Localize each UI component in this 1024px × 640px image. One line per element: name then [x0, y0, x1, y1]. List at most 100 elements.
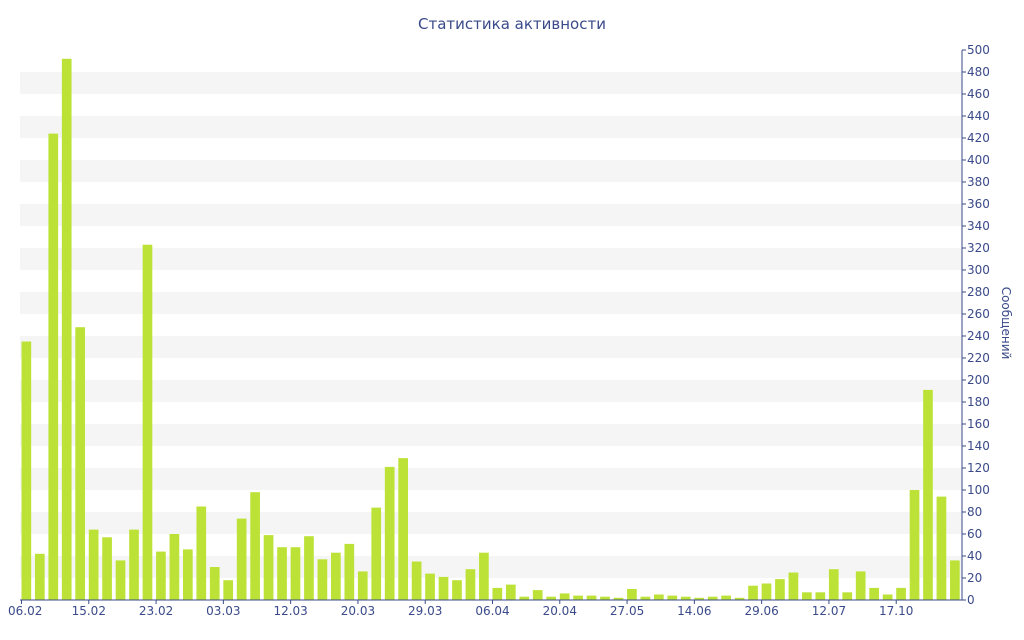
chart-title: Статистика активности [418, 15, 606, 33]
y-tick-label: 160 [967, 417, 990, 431]
bar [357, 571, 368, 600]
y-tick-label: 120 [967, 461, 990, 475]
y-tick-label: 200 [967, 373, 990, 387]
y-tick-label: 440 [967, 109, 990, 123]
bar [519, 596, 530, 600]
bar [761, 583, 772, 600]
grid-bands [20, 72, 962, 578]
bar [802, 592, 812, 600]
bar [613, 597, 624, 600]
y-tick-label: 500 [967, 43, 990, 57]
bars-group [21, 58, 960, 601]
y-tick-label: 480 [967, 65, 990, 79]
x-tick-label: 20.04 [543, 604, 577, 618]
bar [438, 576, 449, 600]
bar [129, 529, 139, 600]
bar [156, 551, 166, 600]
x-tick-label: 14.06 [677, 604, 711, 618]
y-tick-label: 360 [967, 197, 990, 211]
bar [196, 506, 207, 600]
grid-band [20, 248, 962, 270]
bar [667, 595, 678, 600]
bar [546, 596, 557, 600]
bar [882, 594, 893, 600]
bar [896, 587, 906, 600]
bar [21, 341, 32, 600]
grid-band [20, 512, 962, 534]
grid-band [20, 424, 962, 446]
y-tick-label: 140 [967, 439, 990, 453]
y-tick-label: 60 [967, 527, 982, 541]
x-tick-label: 27.05 [610, 604, 644, 618]
x-tick-label: 23.02 [139, 604, 173, 618]
bar [169, 534, 180, 600]
bar [532, 590, 543, 600]
bar [384, 466, 395, 600]
bar [734, 597, 745, 600]
bar [721, 595, 731, 600]
grid-band [20, 380, 962, 402]
x-tick-label: 06.04 [475, 604, 509, 618]
bar [869, 587, 879, 600]
bar [694, 597, 705, 600]
bar [775, 579, 785, 600]
bar [653, 594, 664, 600]
bar [909, 490, 920, 600]
bar [828, 569, 839, 600]
bar [842, 592, 853, 600]
y-tick-label: 180 [967, 395, 990, 409]
grid-band [20, 292, 962, 314]
y-tick-label: 340 [967, 219, 990, 233]
bar [573, 595, 583, 600]
bar [815, 592, 826, 600]
y-tick-label: 40 [967, 549, 982, 563]
y-tick-label: 420 [967, 131, 990, 145]
y-tick-label: 220 [967, 351, 990, 365]
bar [411, 561, 422, 600]
y-tick-label: 300 [967, 263, 990, 277]
x-tick-label: 12.03 [273, 604, 307, 618]
bar [317, 559, 328, 600]
grid-band [20, 72, 962, 94]
bar [61, 58, 72, 601]
bar [236, 518, 247, 600]
bar [492, 587, 503, 600]
y-tick-label: 460 [967, 87, 990, 101]
bar [600, 596, 610, 600]
bar [142, 244, 153, 600]
bar [263, 535, 274, 600]
y-tick-label: 380 [967, 175, 990, 189]
bar [88, 529, 99, 600]
bar [923, 389, 933, 600]
x-tick-label: 12.07 [812, 604, 846, 618]
y-axis-title: Сообщений [999, 287, 1013, 360]
bar [465, 569, 476, 600]
bar [950, 560, 960, 600]
bar [707, 596, 718, 600]
x-tick-label: 17.10 [879, 604, 913, 618]
y-tick-label: 80 [967, 505, 982, 519]
grid-band [20, 336, 962, 358]
bar [209, 567, 220, 600]
x-axis: 06.02 15.02 23.02 03.03 12.03 20.03 29.03 06.04… [8, 599, 962, 618]
bar [331, 552, 341, 600]
bar [855, 571, 866, 600]
bar [479, 552, 489, 600]
bar [425, 573, 435, 600]
x-tick-label: 06.02 [8, 604, 42, 618]
bar [748, 585, 758, 600]
bar [48, 133, 59, 600]
bar [304, 536, 314, 600]
grid-band [20, 160, 962, 182]
x-tick-label: 29.03 [408, 604, 442, 618]
y-tick-label: 20 [967, 571, 982, 585]
grid-band [20, 468, 962, 490]
bar [936, 496, 947, 600]
bar [277, 547, 287, 600]
bar [586, 595, 597, 600]
bar [398, 458, 408, 600]
x-tick-label: 03.03 [206, 604, 240, 618]
y-tick-label: 100 [967, 483, 990, 497]
bar [34, 553, 45, 600]
